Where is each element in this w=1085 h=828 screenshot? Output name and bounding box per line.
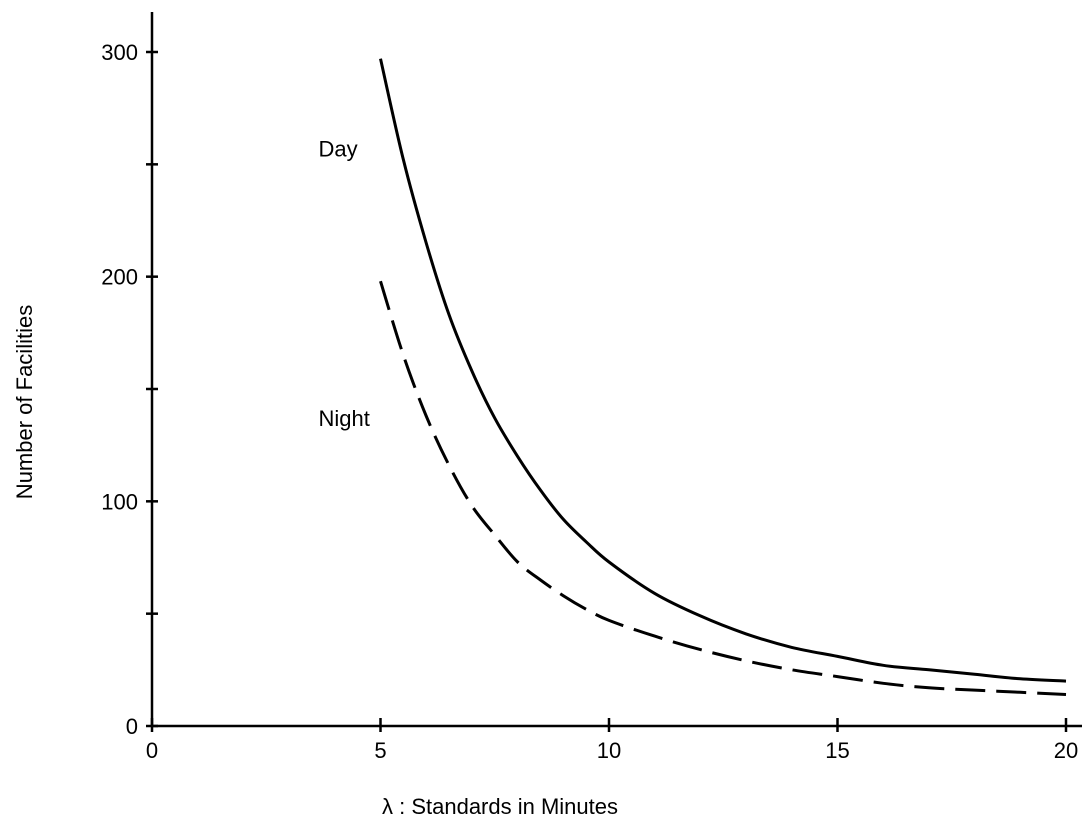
x-tick-label: 10 — [597, 738, 621, 763]
y-tick-label: 300 — [101, 40, 138, 65]
series-line-night — [379, 280, 1067, 696]
x-tick-label: 15 — [825, 738, 849, 763]
x-tick-label: 5 — [374, 738, 386, 763]
ticks — [146, 50, 1068, 732]
labels: 0 100 200 300 0 5 10 15 20 Day Night — [101, 40, 1078, 763]
axes — [150, 12, 1082, 728]
series-label-night: Night — [319, 406, 370, 431]
x-axis-label: λ : Standards in Minutes — [382, 794, 618, 819]
series-lines — [379, 58, 1067, 696]
series-label-day: Day — [319, 137, 358, 162]
x-tick-label: 0 — [146, 738, 158, 763]
y-axis-label: Number of Facilities — [12, 305, 37, 499]
x-tick-label: 20 — [1054, 738, 1078, 763]
y-tick-label: 0 — [126, 714, 138, 739]
series-line-day — [379, 58, 1067, 683]
y-tick-label: 100 — [101, 489, 138, 514]
y-tick-label: 200 — [101, 265, 138, 290]
